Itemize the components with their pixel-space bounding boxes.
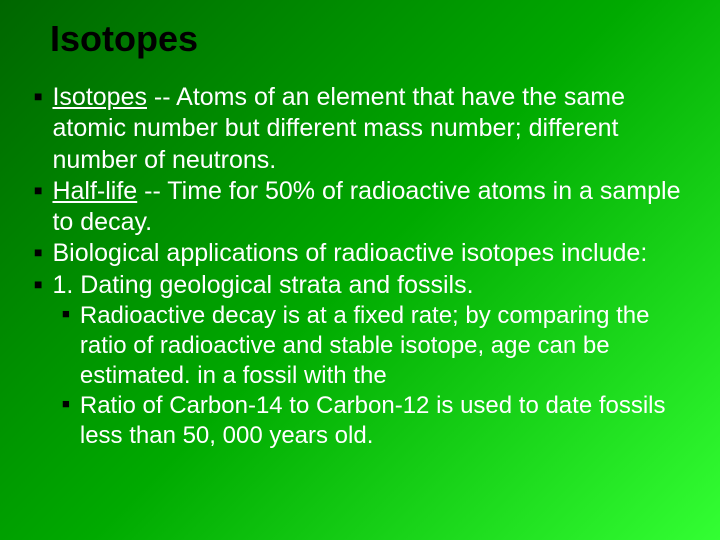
bullet-item: ■ Isotopes -- Atoms of an element that h… — [34, 82, 690, 176]
bullet-rest: -- Time for 50% of radioactive atoms in … — [52, 177, 680, 236]
bullet-square-icon: ■ — [34, 244, 42, 260]
sub-item: ■ Ratio of Carbon-14 to Carbon-12 is use… — [62, 391, 690, 451]
bullet-square-icon: ■ — [34, 276, 42, 292]
sub-text: Ratio of Carbon-14 to Carbon-12 is used … — [80, 391, 690, 451]
bullet-text: Biological applications of radioactive i… — [52, 238, 647, 269]
term-underline: Half-life — [52, 177, 137, 205]
bullet-list: ■ Isotopes -- Atoms of an element that h… — [30, 82, 690, 451]
bullet-item: ■ Half-life -- Time for 50% of radioacti… — [34, 176, 690, 239]
bullet-text: Half-life -- Time for 50% of radioactive… — [52, 176, 690, 239]
bullet-text: 1. Dating geological strata and fossils. — [52, 270, 473, 301]
bullet-square-icon: ■ — [62, 306, 70, 321]
sub-item: ■ Radioactive decay is at a fixed rate; … — [62, 301, 690, 391]
slide-container: Isotopes ■ Isotopes -- Atoms of an eleme… — [0, 0, 720, 471]
bullet-square-icon: ■ — [62, 396, 70, 411]
bullet-square-icon: ■ — [34, 182, 42, 198]
term-underline: Isotopes — [52, 83, 147, 111]
bullet-square-icon: ■ — [34, 88, 42, 104]
bullet-item: ■ Biological applications of radioactive… — [34, 238, 690, 269]
bullet-item: ■ 1. Dating geological strata and fossil… — [34, 270, 690, 301]
sub-text: Radioactive decay is at a fixed rate; by… — [80, 301, 690, 391]
bullet-text: Isotopes -- Atoms of an element that hav… — [52, 82, 690, 176]
sub-list-container: ■ Radioactive decay is at a fixed rate; … — [34, 301, 690, 451]
slide-title: Isotopes — [50, 18, 690, 60]
sub-list: ■ Radioactive decay is at a fixed rate; … — [34, 301, 690, 451]
